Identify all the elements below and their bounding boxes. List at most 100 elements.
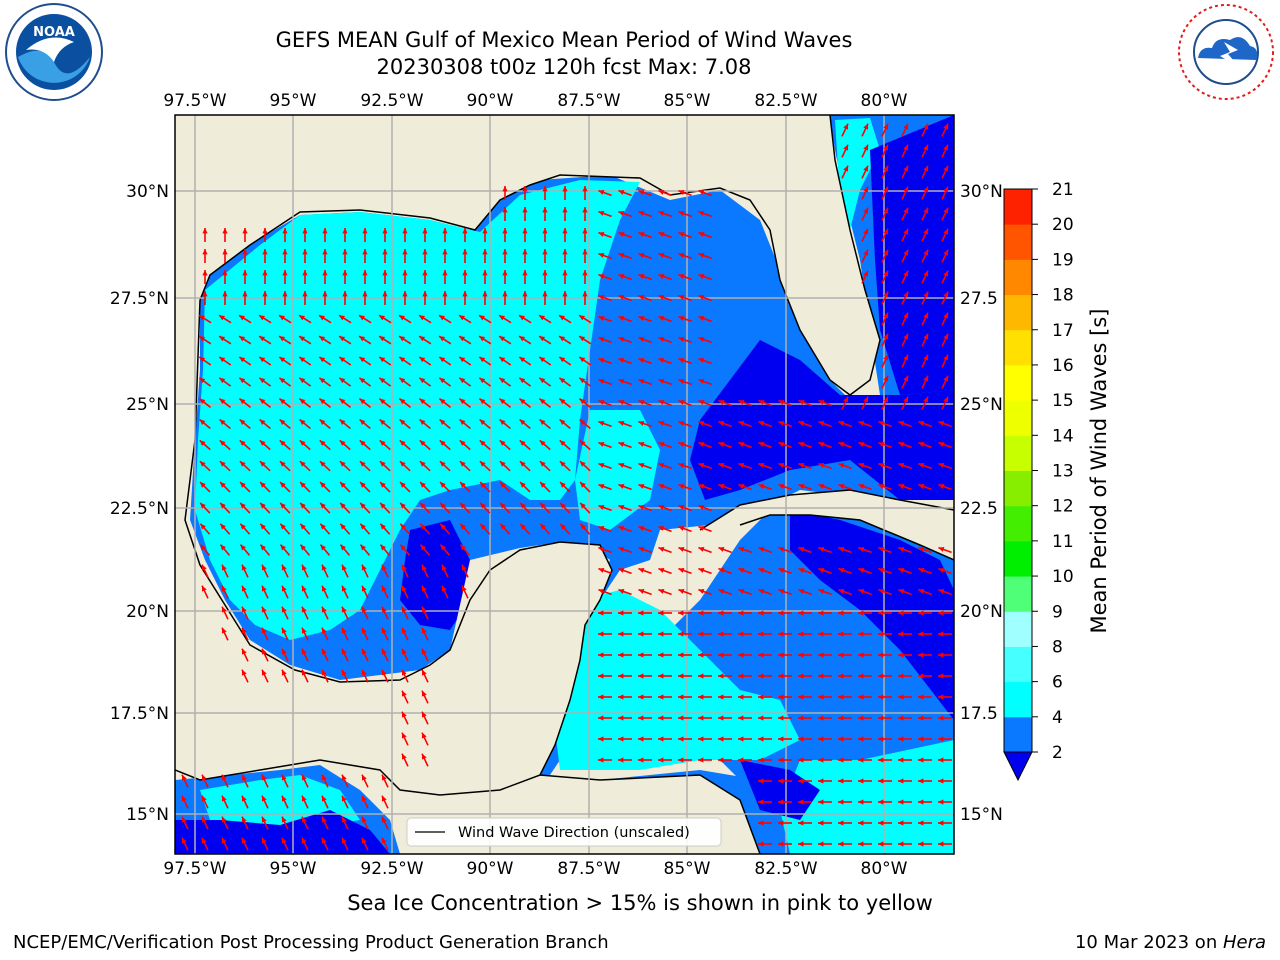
wind-arrow-head <box>502 228 508 234</box>
wind-arrow-head <box>858 442 865 447</box>
colorbar-tick-label: 19 <box>1052 250 1074 270</box>
wind-arrow-head <box>658 358 665 363</box>
wind-arrow-head <box>281 837 287 844</box>
wind-arrow-head <box>299 419 306 425</box>
wind-arrow-head <box>678 505 685 510</box>
wind-arrow-head <box>219 377 226 384</box>
wind-arrow-head <box>360 502 366 509</box>
wind-arrow-head <box>502 249 508 255</box>
wind-arrow-head <box>239 377 246 384</box>
wind-arrow-head <box>938 421 945 426</box>
wind-arrow-head <box>778 484 785 489</box>
wind-arrow-head <box>219 419 226 425</box>
wind-arrow-head <box>638 463 645 468</box>
wind-arrow-head <box>878 736 884 742</box>
wind-arrow-head <box>379 315 386 321</box>
wind-arrow-head <box>638 190 645 195</box>
wind-arrow-head <box>898 547 905 552</box>
wind-arrow-head <box>598 232 605 237</box>
wind-arrow-head <box>420 502 426 509</box>
wind-arrow-head <box>618 337 625 342</box>
wind-arrow-head <box>200 544 206 551</box>
wind-arrow-head <box>379 356 386 363</box>
wind-arrow-head <box>678 337 685 342</box>
wind-arrow-head <box>898 484 905 489</box>
colorbar-tick-label: 8 <box>1052 637 1063 657</box>
wind-arrow-head <box>522 249 528 255</box>
wind-arrow-head <box>459 440 466 446</box>
wind-arrow-head <box>399 356 406 363</box>
wind-arrow-head <box>878 421 885 426</box>
wind-arrow-head <box>199 356 206 363</box>
wind-arrow-head <box>818 820 824 826</box>
wind-arrow-head <box>618 190 625 195</box>
wind-arrow-head <box>382 291 388 297</box>
wind-arrow-head <box>359 461 366 467</box>
wind-arrow-head <box>400 523 406 530</box>
wind-arrow-head <box>439 356 446 363</box>
wind-arrow-head <box>798 694 804 700</box>
wind-arrow-head <box>778 547 785 552</box>
wind-arrow-head <box>798 652 804 658</box>
wind-arrow-head <box>838 799 844 805</box>
wind-arrow-head <box>638 358 645 363</box>
wind-arrow-head <box>340 544 346 551</box>
wind-arrow-head <box>559 398 566 405</box>
wind-arrow-head <box>299 398 306 405</box>
wind-arrow-head <box>480 502 486 509</box>
wind-arrow-head <box>598 589 605 594</box>
wind-arrow-head <box>738 589 745 594</box>
wind-arrow-head <box>923 312 929 319</box>
wind-arrow-head <box>221 837 227 844</box>
wind-arrow-head <box>658 253 665 258</box>
wind-arrow-head <box>678 736 684 742</box>
wind-arrow-head <box>321 774 327 781</box>
wind-arrow-head <box>878 757 884 763</box>
wind-arrow-head <box>260 482 266 488</box>
wind-arrow-head <box>181 816 187 823</box>
wind-arrow-head <box>442 228 448 234</box>
wind-arrow-head <box>261 627 267 634</box>
wind-arrow-head <box>422 270 428 276</box>
wind-arrow-head <box>718 484 725 489</box>
wind-arrow-head <box>202 228 208 234</box>
wind-arrow-head <box>838 484 845 489</box>
wind-arrow-head <box>440 482 446 488</box>
wind-arrow-head <box>858 631 864 637</box>
wind-arrow-head <box>618 358 625 363</box>
wind-arrow-head <box>698 274 705 279</box>
wind-arrow-head <box>342 291 348 297</box>
wind-arrow-head <box>718 715 724 721</box>
wind-arrow-head <box>818 652 824 658</box>
colorbar-cell <box>1004 716 1032 753</box>
wind-arrow-head <box>598 253 605 258</box>
wind-arrow-head <box>261 564 267 571</box>
colorbar-tick-label: 20 <box>1052 215 1074 235</box>
wind-arrow-head <box>260 544 266 551</box>
nws-logo-icon <box>1178 4 1274 100</box>
colorbar-tick-label: 18 <box>1052 286 1074 306</box>
colorbar-tick-label: 12 <box>1052 497 1074 517</box>
wind-arrow-head <box>598 505 605 510</box>
wind-arrow-head <box>718 568 725 573</box>
wind-arrow-head <box>519 461 526 467</box>
wind-arrow-head <box>658 232 665 237</box>
wind-arrow-head <box>843 144 849 151</box>
wind-arrow-head <box>638 400 645 405</box>
wind-arrow-head <box>261 795 267 802</box>
wind-arrow-head <box>858 652 864 658</box>
wind-arrow-head <box>658 610 664 616</box>
wind-arrow-head <box>422 228 428 234</box>
wind-arrow-head <box>778 463 785 468</box>
wind-arrow-head <box>382 249 388 255</box>
wind-arrow-head <box>219 336 226 342</box>
wind-arrow-head <box>943 186 949 193</box>
wind-arrow-head <box>838 463 845 468</box>
wind-arrow-head <box>320 523 326 530</box>
wind-arrow-head <box>559 356 566 363</box>
wind-arrow-head <box>279 398 286 405</box>
wind-arrow-head <box>923 291 929 298</box>
wind-arrow-head <box>858 778 864 784</box>
wind-arrow-head <box>341 795 347 802</box>
darkblue-region-east <box>690 340 954 500</box>
